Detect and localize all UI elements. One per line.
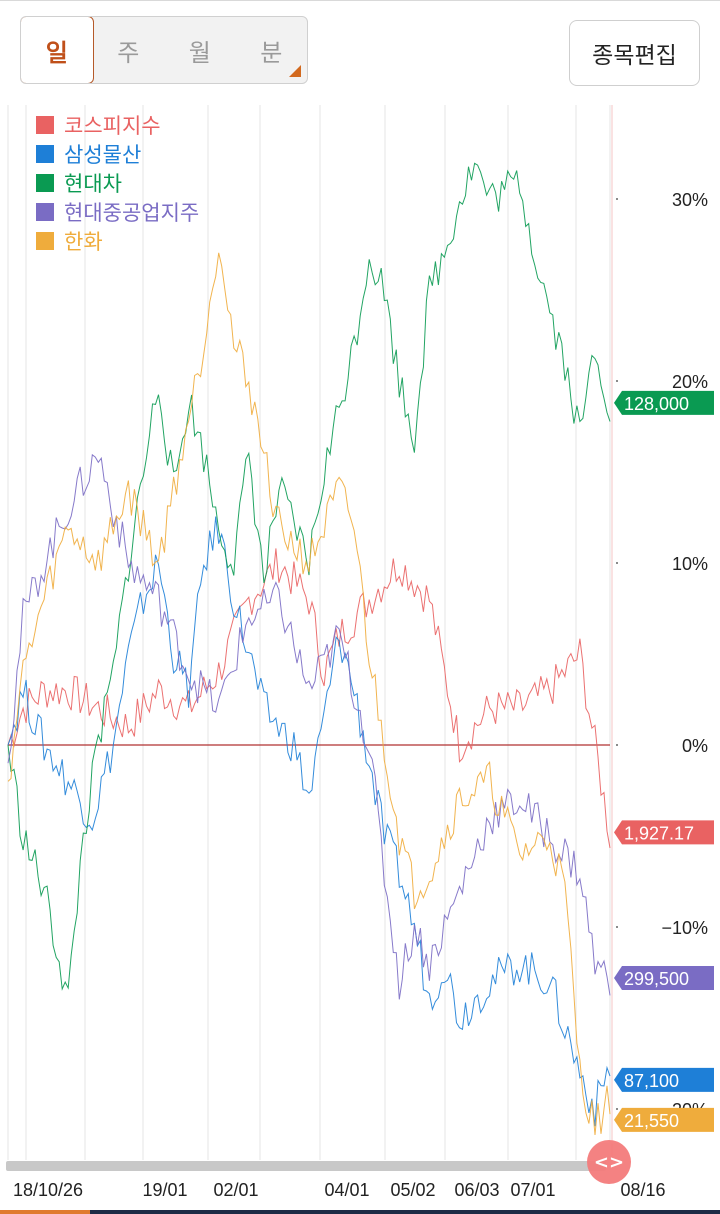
y-tick-label: 10% [672,554,708,574]
last-value-label: 128,000 [624,394,689,414]
y-tick-label: 0% [682,736,708,756]
legend-swatch [36,144,54,163]
last-value-tag [614,1067,714,1092]
chart-legend: 코스피지수 삼성물산 현대차 현대중공업지주 한화 [36,110,199,255]
x-tick-label: 04/01 [324,1180,369,1200]
legend-label: 현대차 [64,171,122,196]
y-tick-dot [616,1108,618,1110]
legend-item-hyundai-motor: 현대차 [36,168,199,197]
tab-minute-label: 분 [260,38,283,67]
x-tick-label: 06/03 [454,1180,499,1200]
last-value-tag [614,1107,714,1132]
x-tick-label: 07/01 [510,1180,555,1200]
tab-minute[interactable]: 분 [236,17,308,83]
last-value-tag [614,390,714,415]
chart-scrollbar[interactable] [6,1161,606,1171]
legend-item-kospi: 코스피지수 [36,110,199,139]
y-tick-dot [616,562,618,564]
y-tick-label: 30% [672,190,708,210]
legend-label: 한화 [64,229,103,254]
tab-week[interactable]: 주 [117,38,140,67]
series-line-1 [7,516,611,1127]
bottom-strip [0,1210,720,1214]
series-line-2 [7,162,611,991]
x-tick-label: 19/01 [142,1180,187,1200]
legend-item-hyundai-heavy: 현대중공업지주 [36,197,199,226]
legend-item-hanwha: 한화 [36,226,199,255]
x-tick-label: 05/02 [390,1180,435,1200]
dropdown-corner-icon [289,65,301,77]
period-selector: 일 주 월 분 [20,16,308,84]
bottom-strip-accent [0,1210,90,1214]
last-value-label: 21,550 [624,1111,679,1131]
comparison-line-chart: 30%20%10%0%−10%−20%1,927.1787,100128,000… [7,105,714,1200]
y-tick-dot [616,926,618,928]
y-tick-dot [616,380,618,382]
legend-label: 코스피지수 [64,113,161,138]
series-line-4 [7,252,611,1135]
legend-swatch [36,202,54,221]
y-tick-label: 20% [672,372,708,392]
x-tick-label: 02/01 [213,1180,258,1200]
series-line-3 [7,453,611,1000]
last-value-label: 299,500 [624,969,689,989]
x-tick-label: 08/16 [620,1180,665,1200]
edit-stocks-button[interactable]: 종목편집 [569,20,700,86]
legend-swatch [36,173,54,192]
scroll-handle[interactable]: <> [587,1140,631,1184]
code-brackets-icon: <> [593,1151,625,1173]
y-tick-label: −10% [661,918,708,938]
top-divider [0,0,720,1]
legend-swatch [36,231,54,250]
legend-item-samsung-ct: 삼성물산 [36,139,199,168]
x-tick-label: 18/10/26 [13,1180,83,1200]
series-line-0 [7,548,611,849]
tab-day[interactable]: 일 [21,17,94,83]
tab-month[interactable]: 월 [188,38,211,67]
last-value-label: 87,100 [624,1071,679,1091]
legend-swatch [36,115,54,134]
y-tick-dot [616,198,618,200]
last-value-tag [614,820,714,845]
y-tick-dot [616,744,618,746]
last-value-label: 1,927.17 [624,823,694,843]
legend-label: 삼성물산 [64,142,142,167]
last-value-tag [614,965,714,990]
legend-label: 현대중공업지주 [64,200,200,225]
